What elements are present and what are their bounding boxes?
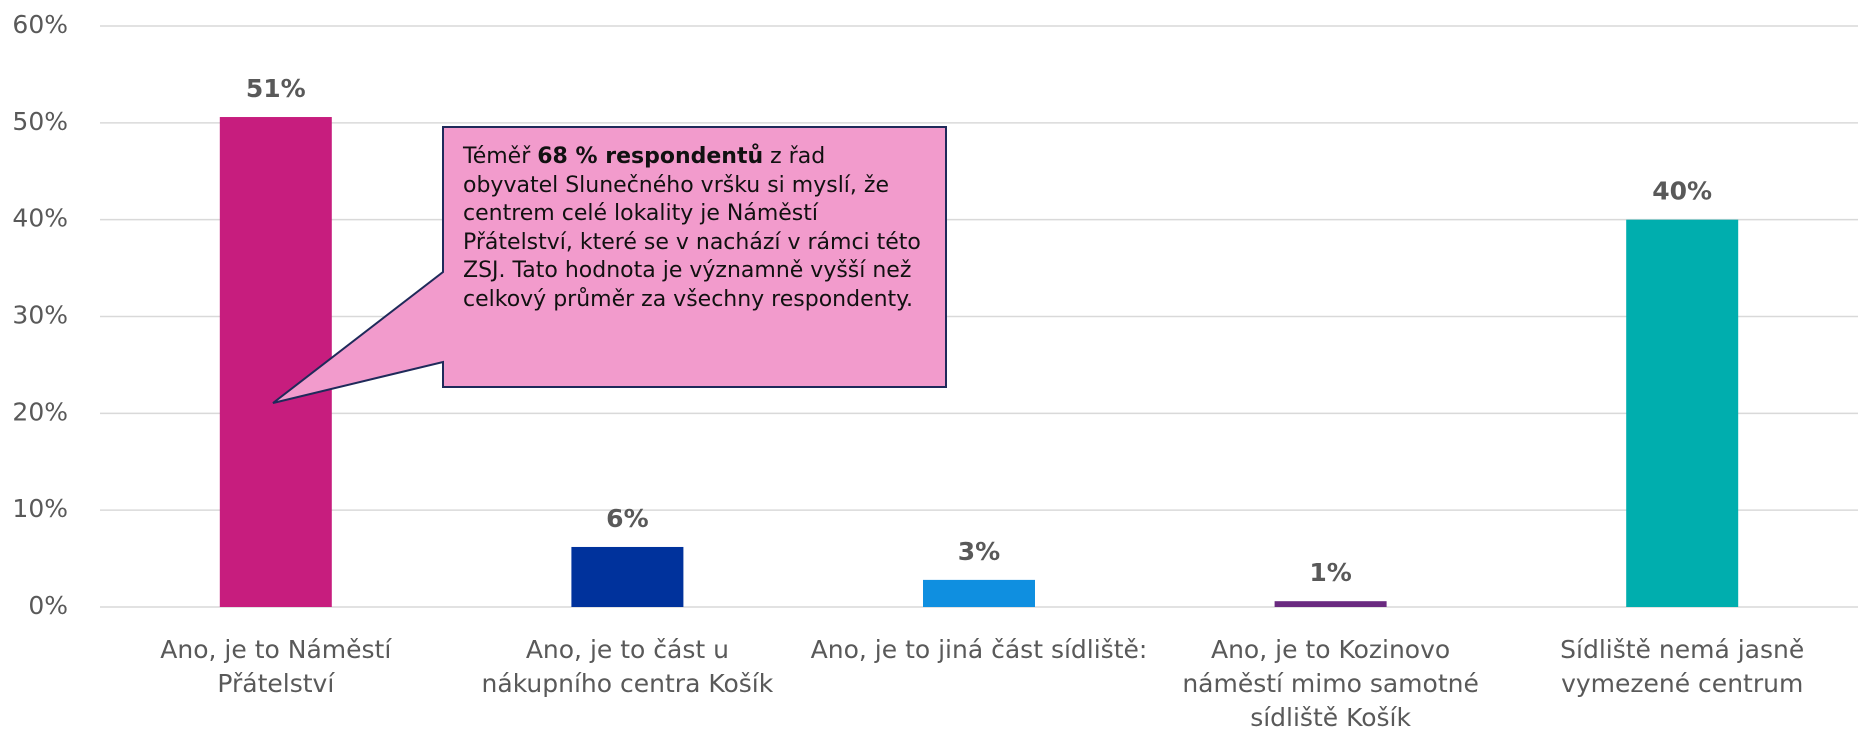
bar <box>1274 601 1387 607</box>
x-tick-label: Ano, je to jiná část sídliště: <box>810 635 1148 664</box>
y-tick-label: 20% <box>12 397 68 426</box>
data-label: 51% <box>246 74 306 103</box>
y-tick-label: 30% <box>12 301 68 330</box>
x-tick-label: Sídliště nemá jasně vymezené centrum <box>1560 635 1805 698</box>
y-tick-label: 60% <box>12 10 68 39</box>
bar <box>571 546 684 607</box>
y-tick-label: 40% <box>12 204 68 233</box>
bar <box>1626 219 1739 607</box>
x-tick-label: Ano, je to Náměstí Přátelství <box>160 635 392 698</box>
data-label: 6% <box>606 504 648 533</box>
y-tick-label: 50% <box>12 107 68 136</box>
data-label: 3% <box>958 537 1000 566</box>
bar <box>219 117 332 608</box>
y-tick-label: 0% <box>28 591 68 620</box>
callout-shape <box>272 126 947 404</box>
y-tick-label: 10% <box>12 494 68 523</box>
annotation: Téměř 68 % respondentů z řad obyvatel Sl… <box>443 127 946 387</box>
bar <box>923 579 1035 607</box>
x-tick-label: Ano, je to část u nákupního centra Košík <box>481 635 774 698</box>
x-tick-label: Ano, je to Kozinovo náměstí mimo samotné… <box>1182 635 1479 732</box>
annotation-text: z řad obyvatel Slunečného vršku si myslí… <box>463 144 921 312</box>
annotation-text: Téměř <box>463 144 538 169</box>
data-label: 40% <box>1652 177 1712 206</box>
annotation-bold: 68 % respondentů <box>537 144 764 169</box>
data-label: 1% <box>1309 558 1351 587</box>
